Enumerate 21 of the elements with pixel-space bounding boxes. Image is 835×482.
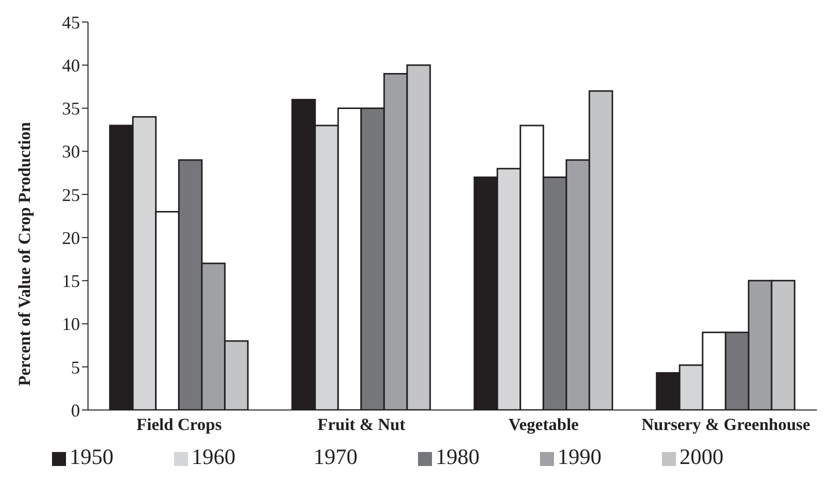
x-tick-label: Fruit & Nut [317,415,406,434]
x-tick-label: Field Crops [136,415,222,434]
legend-label: 2000 [680,444,724,469]
y-tick-label: 40 [62,56,80,76]
x-tick-label: Vegetable [508,415,580,434]
y-tick-label: 15 [62,271,80,292]
legend-label: 1980 [436,444,480,469]
y-tick-label: 30 [62,142,80,162]
x-tick-label: Nursery & Greenhouse [642,415,811,434]
y-tick-label: 35 [62,98,80,119]
legend-label: 1960 [192,444,236,469]
y-tick-label: 0 [71,400,80,420]
y-tick-label: 10 [62,314,80,334]
y-tick-label: 5 [71,357,80,378]
legend-label: 1990 [558,444,602,469]
y-axis-title: Percent of Value of Crop Production [15,121,34,386]
y-tick-label: 20 [62,228,80,248]
series-label: 1970 [314,444,358,469]
y-tick-label: 45 [62,12,80,32]
legend-label: 1950 [70,444,114,469]
y-tick-label: 25 [62,184,80,205]
